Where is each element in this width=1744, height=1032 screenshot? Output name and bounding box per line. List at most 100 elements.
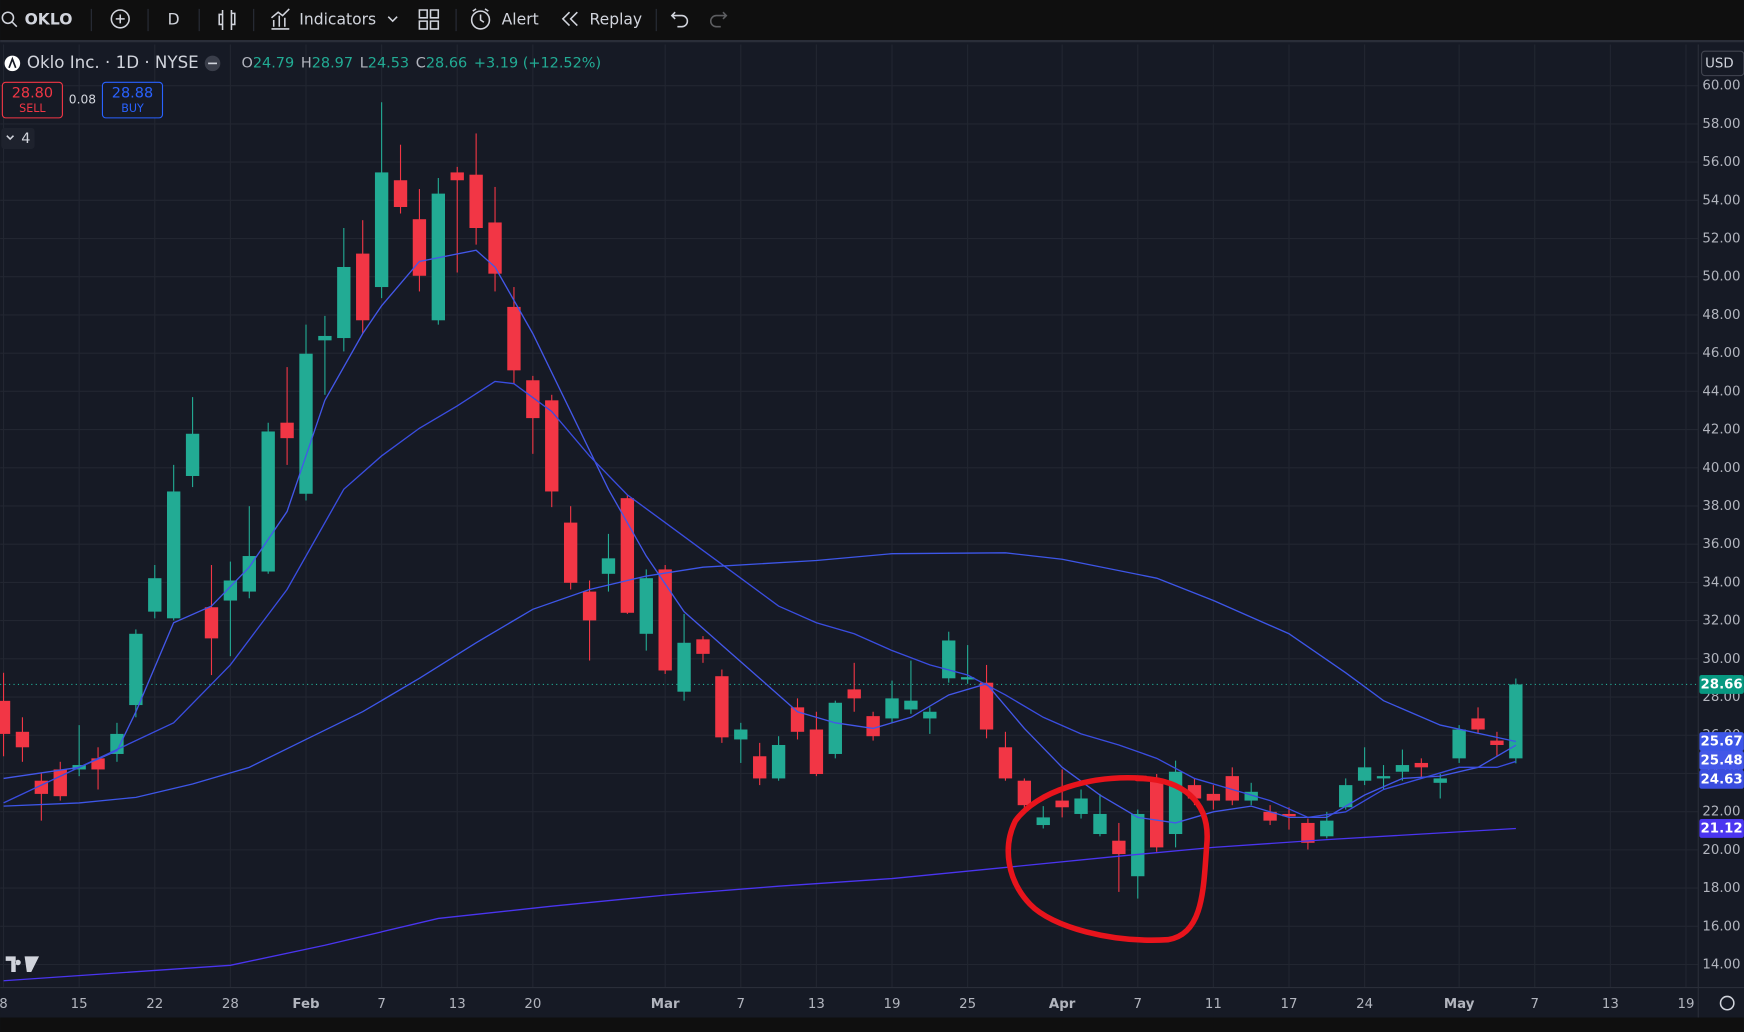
candle-body [1357, 767, 1372, 781]
x-tick-label: 25 [959, 997, 976, 1012]
candle-body [356, 253, 370, 321]
y-tick-label: 34.00 [1702, 575, 1740, 590]
indicators-label: Indicators [299, 11, 376, 29]
replay-button[interactable]: Replay [561, 11, 642, 29]
candle-body [185, 433, 200, 476]
x-tick-label: 7 [1531, 997, 1539, 1012]
candle-body [261, 431, 275, 572]
candle-body [715, 676, 729, 738]
buy-box [101, 81, 164, 119]
plus-icon [110, 9, 130, 29]
candle-body [488, 222, 502, 274]
price-tag-label: 25.48 [1701, 753, 1743, 768]
x-tick-label: Mar [651, 997, 680, 1012]
candle-body [1509, 684, 1523, 759]
x-tick-label: 7 [377, 997, 385, 1012]
candle-body [53, 769, 67, 797]
candle-body [431, 193, 446, 321]
sell-label: SELL [19, 102, 46, 115]
alarm-icon [472, 8, 489, 23]
interval-button[interactable]: D [168, 11, 180, 29]
alert-label: Alert [502, 11, 539, 29]
candle-body [790, 707, 805, 732]
candle-body [450, 172, 464, 181]
candle-body [1376, 776, 1391, 779]
x-tick-label: 13 [808, 997, 825, 1012]
price-tag-label: 25.67 [1701, 735, 1743, 750]
x-tick-label: 7 [737, 997, 745, 1012]
candle-body [280, 422, 294, 439]
plus-icon [115, 14, 125, 24]
plot-area: 14.0016.0018.0020.0022.0024.0026.0028.00… [0, 44, 1744, 1018]
price-tag [1699, 674, 1744, 694]
symbol-search[interactable]: OKLO [1, 11, 72, 29]
candle-body [658, 569, 672, 671]
candle-body [374, 172, 389, 288]
y-tick-label: 44.00 [1702, 384, 1740, 399]
candle-body [620, 498, 635, 613]
redo-button[interactable] [710, 11, 728, 28]
candle-body [1017, 780, 1032, 806]
buy-button[interactable]: 28.88 BUY [101, 81, 164, 119]
y-tick-label: 20.00 [1702, 843, 1740, 858]
x-tick-label: 7 [1134, 997, 1142, 1012]
candle-body [1339, 785, 1353, 808]
candle-body [1282, 813, 1296, 817]
sell-button[interactable]: 28.80 SELL [1, 81, 63, 119]
ohlc-label: L [360, 55, 368, 71]
alarm-icon [470, 10, 491, 30]
x-tick-label: 11 [1205, 997, 1222, 1012]
candle-body [1074, 798, 1088, 814]
candle-body [753, 756, 767, 779]
chart-type-button[interactable] [218, 10, 236, 31]
ohlc-label: H [301, 55, 312, 71]
candle-body [639, 578, 653, 634]
candle-body [771, 744, 786, 779]
candle-body [696, 639, 710, 654]
candle-body [904, 700, 918, 710]
chevron [387, 16, 398, 23]
alert-button[interactable]: Alert [470, 8, 539, 30]
spread: 0.08 [69, 93, 96, 107]
candle-body [1452, 729, 1466, 759]
compare-button[interactable] [110, 9, 130, 29]
x-tick-label: 19 [884, 997, 901, 1012]
indicators-button[interactable]: Indicators [270, 8, 398, 30]
candle-body [1206, 793, 1221, 801]
y-tick-label: 48.00 [1702, 308, 1740, 323]
indicators-toggle[interactable]: 4 [1, 127, 35, 150]
layout-button[interactable] [418, 9, 440, 30]
settings-button[interactable] [1719, 995, 1735, 1011]
price-tag-label: 21.12 [1701, 821, 1743, 836]
price-tag [1699, 819, 1744, 838]
currency-button[interactable]: USD [1701, 50, 1744, 77]
y-tick-label: 58.00 [1702, 117, 1740, 132]
price-tag-label: 28.66 [1701, 677, 1743, 692]
buy-price: 28.88 [112, 85, 153, 101]
x-tick-label: 22 [146, 997, 163, 1012]
candle-body [1414, 762, 1428, 768]
replay-icon [561, 11, 578, 27]
candle-body [847, 689, 861, 699]
ohlc-label: C [416, 55, 426, 71]
buy-label: BUY [121, 102, 144, 115]
exchange-logo [8, 56, 17, 69]
candle-body [318, 335, 332, 341]
candle-body [1036, 817, 1050, 826]
undo-button[interactable] [670, 11, 689, 28]
y-tick-label: 60.00 [1702, 79, 1740, 94]
candle-body [507, 306, 521, 371]
x-tick-label: 24 [1356, 997, 1373, 1012]
y-tick-label: 38.00 [1702, 499, 1740, 514]
price-tag-label: 24.63 [1701, 772, 1743, 787]
moving-average-line [3, 380, 1517, 819]
candle-body [545, 400, 559, 492]
candle-body [1150, 778, 1164, 848]
y-tick-label: 46.00 [1702, 346, 1740, 361]
y-tick-label: 54.00 [1702, 193, 1740, 208]
x-tick-label: 15 [71, 997, 88, 1012]
chevron [6, 135, 15, 141]
indicators-icon [270, 8, 290, 30]
symbol-title: Oklo Inc. · 1D · NYSE [27, 53, 199, 72]
